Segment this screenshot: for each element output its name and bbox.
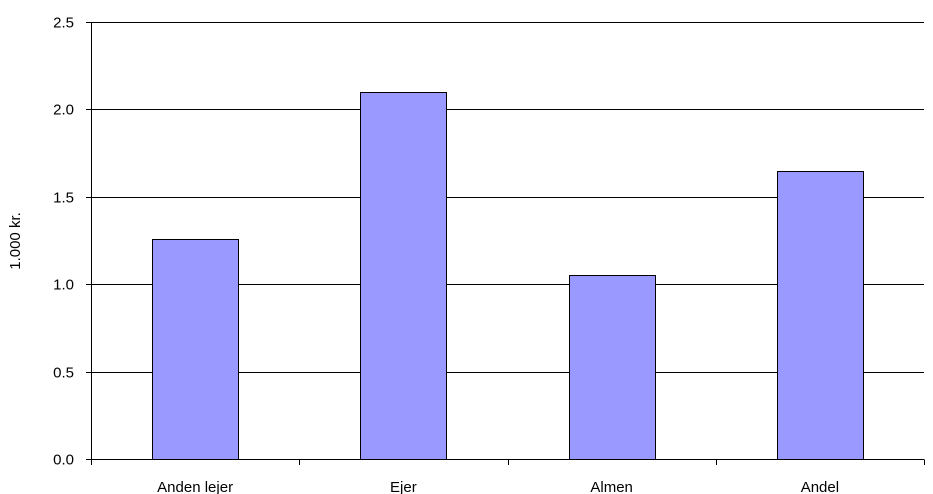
x-tick-label: Andel <box>801 479 839 494</box>
bar-anden-lejer <box>152 239 239 460</box>
x-tick-label: Anden lejer <box>157 479 233 494</box>
y-tick-label: 2.5 <box>53 15 74 32</box>
x-tick-label: Ejer <box>390 479 417 494</box>
bar-andel <box>777 171 864 460</box>
y-tick-label: 2.0 <box>53 102 74 119</box>
y-tick-label: 0.5 <box>53 365 74 382</box>
y-tick-labels: 0.0 0.5 1.0 1.5 2.0 2.5 <box>53 15 74 469</box>
y-axis-title: 1.000 kr. <box>7 212 24 270</box>
bars <box>152 92 864 460</box>
x-tick-labels: Anden lejer Ejer Almen Andel <box>157 479 839 494</box>
bar-ejer <box>360 92 447 460</box>
x-tick-label: Almen <box>590 479 633 494</box>
y-tick-label: 1.0 <box>53 277 74 294</box>
y-tick-label: 0.0 <box>53 452 74 469</box>
y-tick-label: 1.5 <box>53 190 74 207</box>
axes <box>86 22 925 465</box>
bar-almen <box>569 275 656 460</box>
